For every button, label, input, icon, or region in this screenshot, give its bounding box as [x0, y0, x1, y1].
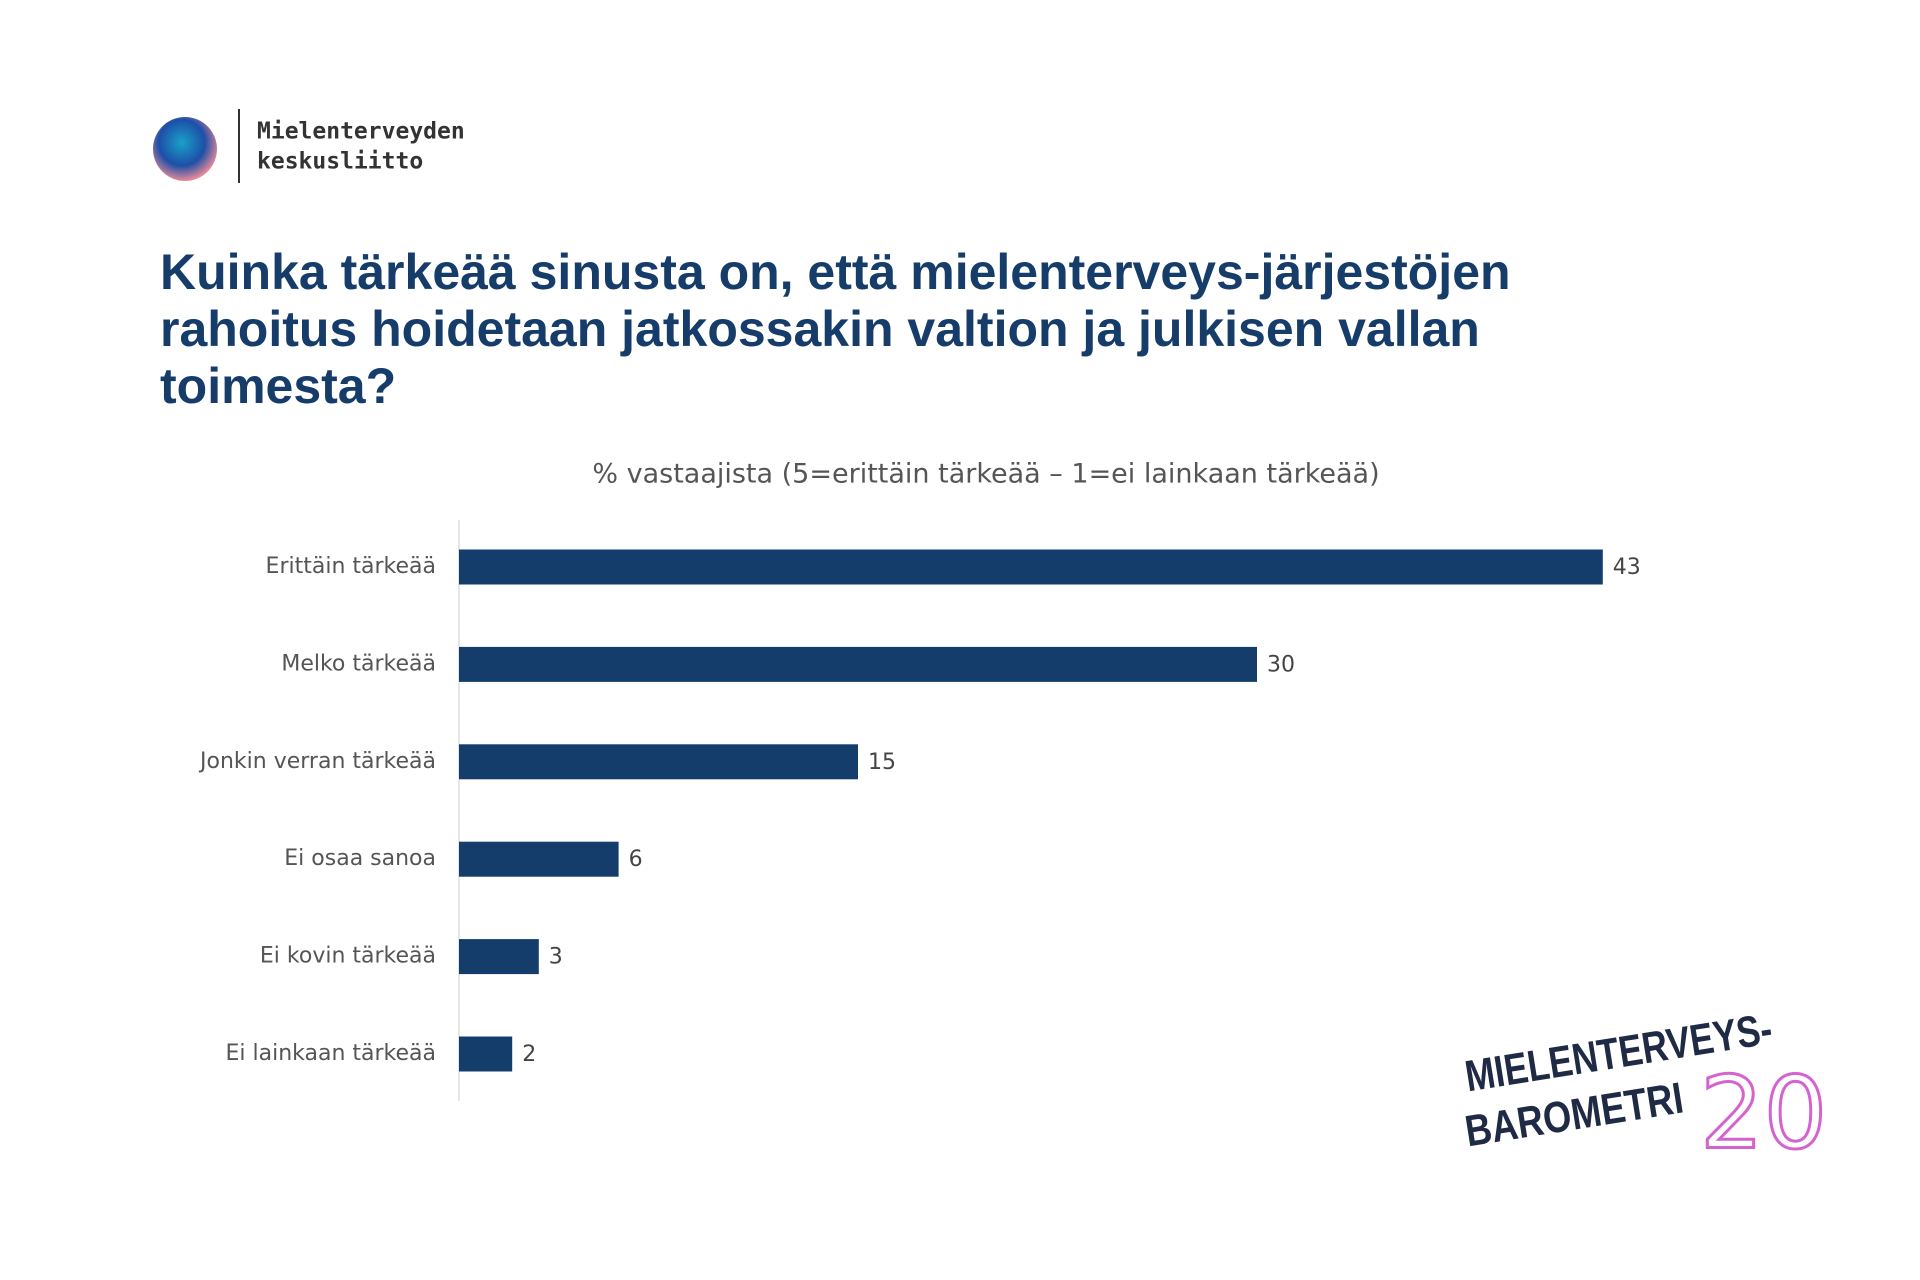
category-label: Ei kovin tärkeää — [260, 944, 436, 969]
logo-text: Mielenterveyden — [257, 119, 465, 145]
category-label: Melko tärkeää — [281, 651, 436, 676]
bar — [459, 646, 1257, 682]
value-label: 3 — [549, 945, 563, 970]
chart-title: Kuinka tärkeää sinusta on, että mielente… — [160, 244, 1511, 414]
chart-subtitle: % vastaajista (5=erittäin tärkeää – 1=ei… — [592, 459, 1379, 490]
value-label: 2 — [522, 1042, 536, 1067]
category-label: Jonkin verran tärkeää — [198, 749, 436, 774]
value-label: 30 — [1267, 652, 1295, 677]
badge-number: 20 — [1700, 1054, 1827, 1171]
category-label: Ei osaa sanoa — [284, 846, 436, 871]
value-label: 6 — [629, 847, 643, 872]
bar — [459, 939, 539, 975]
value-label: 15 — [868, 750, 896, 775]
bar — [459, 744, 858, 780]
bar — [459, 841, 619, 877]
bar — [459, 549, 1603, 585]
value-label: 43 — [1613, 555, 1641, 580]
bar — [459, 1036, 513, 1072]
category-label: Erittäin tärkeää — [266, 554, 436, 579]
logo-icon — [153, 117, 217, 181]
logo-text: keskusliitto — [257, 149, 423, 175]
category-label: Ei lainkaan tärkeää — [225, 1041, 436, 1066]
